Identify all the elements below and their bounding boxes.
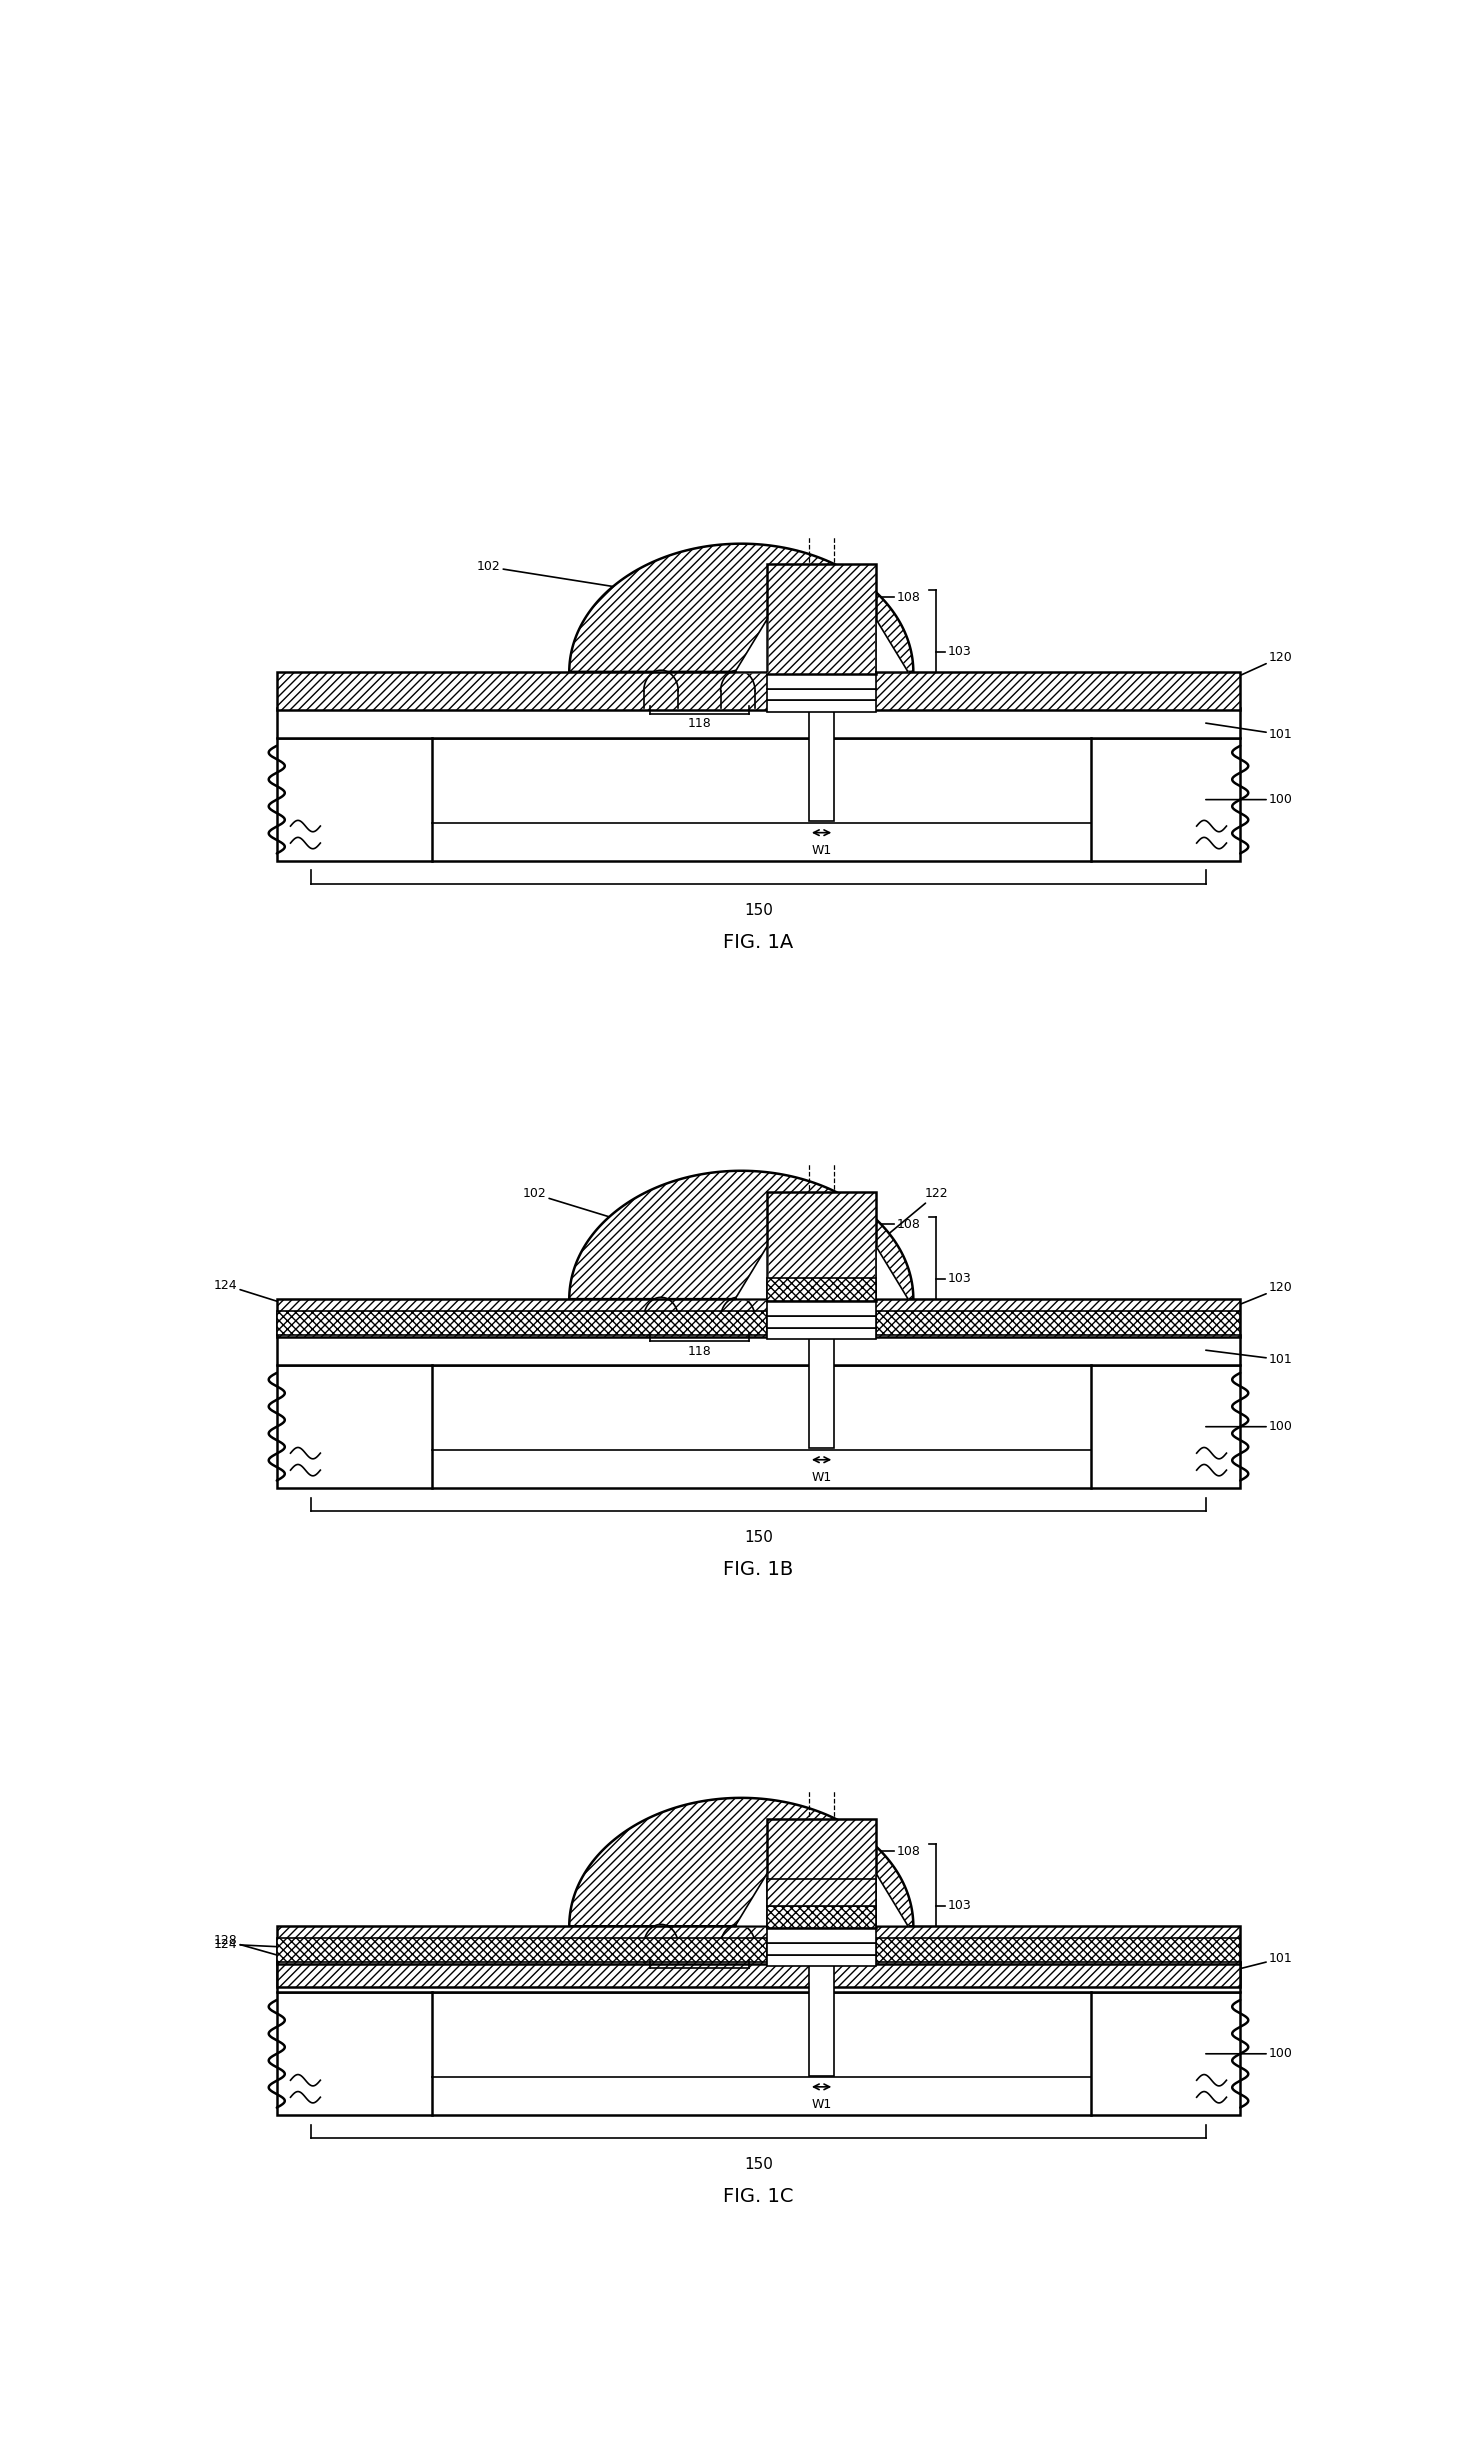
- Polygon shape: [721, 692, 755, 709]
- Bar: [277, 1300, 1240, 1337]
- Text: FIG. 1B: FIG. 1B: [724, 1560, 793, 1580]
- Polygon shape: [876, 1874, 909, 1926]
- Text: 108: 108: [897, 591, 921, 603]
- Bar: [277, 1992, 1240, 2114]
- Text: 150: 150: [744, 1531, 773, 1545]
- Text: 108: 108: [897, 1845, 921, 1857]
- Text: 106: 106: [897, 1943, 921, 1955]
- Polygon shape: [644, 1945, 678, 1962]
- Bar: [767, 1879, 876, 1906]
- Bar: [767, 1278, 876, 1300]
- Text: 100: 100: [1206, 1420, 1294, 1433]
- Bar: [767, 1317, 876, 1327]
- Polygon shape: [570, 1798, 913, 1926]
- Bar: [277, 1938, 767, 1962]
- Bar: [810, 1962, 835, 2075]
- Polygon shape: [736, 618, 767, 672]
- Text: 118: 118: [688, 1972, 712, 1984]
- Text: 114: 114: [897, 1303, 921, 1315]
- Polygon shape: [736, 1874, 767, 1926]
- Text: 112: 112: [743, 1266, 767, 1278]
- Text: 104: 104: [897, 1953, 921, 1967]
- Text: 120: 120: [1206, 650, 1292, 692]
- Text: W1: W1: [811, 2097, 832, 2112]
- Text: 108: 108: [897, 1217, 921, 1231]
- Text: 116: 116: [632, 1266, 656, 1278]
- Bar: [876, 1310, 1240, 1334]
- Text: 122: 122: [821, 1187, 949, 1290]
- Text: FIG. 1C: FIG. 1C: [724, 2188, 793, 2205]
- Bar: [767, 1928, 876, 1943]
- Text: 103: 103: [947, 645, 971, 657]
- Bar: [277, 1962, 1240, 1987]
- Text: 114: 114: [897, 1928, 921, 1943]
- Text: 114: 114: [897, 675, 921, 687]
- Text: 126: 126: [641, 1852, 821, 1891]
- Polygon shape: [570, 1170, 913, 1300]
- Text: 124: 124: [213, 1938, 346, 1950]
- Text: 100: 100: [1206, 2048, 1294, 2061]
- Text: 112: 112: [743, 1894, 767, 1906]
- Text: W1: W1: [811, 844, 832, 856]
- Bar: [810, 1334, 835, 1447]
- Text: 101: 101: [1206, 1349, 1292, 1366]
- Bar: [277, 1366, 1240, 1489]
- Text: 104: 104: [897, 699, 921, 714]
- Bar: [767, 1300, 876, 1317]
- Text: W1: W1: [811, 1472, 832, 1484]
- Polygon shape: [876, 1246, 909, 1300]
- Bar: [277, 1926, 1240, 1965]
- Text: 120: 120: [1206, 1280, 1292, 1317]
- Bar: [767, 1938, 876, 1962]
- Text: 106: 106: [897, 1315, 921, 1330]
- Text: 128: 128: [213, 1933, 346, 1975]
- Text: 124: 124: [213, 1278, 346, 1322]
- Polygon shape: [570, 545, 913, 672]
- Text: 100: 100: [1206, 792, 1294, 807]
- Polygon shape: [876, 618, 909, 672]
- Polygon shape: [644, 1317, 678, 1334]
- Text: 150: 150: [744, 903, 773, 917]
- Bar: [277, 1310, 767, 1334]
- Bar: [767, 1192, 876, 1300]
- Polygon shape: [644, 692, 678, 709]
- Bar: [767, 702, 876, 711]
- Bar: [767, 1327, 876, 1339]
- Text: 103: 103: [947, 1899, 971, 1913]
- Polygon shape: [736, 1246, 767, 1300]
- Polygon shape: [721, 1317, 755, 1334]
- Text: 104: 104: [897, 1327, 921, 1339]
- Bar: [277, 738, 1240, 861]
- Bar: [767, 1310, 876, 1334]
- Bar: [767, 1943, 876, 1955]
- Bar: [767, 1955, 876, 1965]
- Bar: [767, 1818, 876, 1928]
- Text: 112: 112: [743, 638, 767, 652]
- Text: 118: 118: [688, 716, 712, 731]
- Bar: [277, 672, 1240, 709]
- Text: 116: 116: [632, 638, 656, 652]
- Bar: [876, 1938, 1240, 1962]
- Text: 116: 116: [632, 1894, 656, 1906]
- Bar: [767, 564, 876, 675]
- Text: 103: 103: [947, 1273, 971, 1285]
- Bar: [810, 709, 835, 822]
- Text: 102: 102: [522, 1187, 626, 1222]
- Polygon shape: [721, 1945, 755, 1962]
- Bar: [767, 675, 876, 689]
- Text: FIG. 1A: FIG. 1A: [724, 932, 793, 952]
- Text: 101: 101: [1206, 1953, 1292, 1977]
- Bar: [277, 1962, 1240, 1992]
- Bar: [767, 1906, 876, 1928]
- Text: 118: 118: [688, 1344, 712, 1357]
- Text: 150: 150: [744, 2156, 773, 2171]
- Bar: [277, 1334, 1240, 1366]
- Bar: [767, 689, 876, 702]
- Bar: [277, 709, 1240, 738]
- Text: 101: 101: [1206, 724, 1292, 741]
- Text: 106: 106: [897, 689, 921, 702]
- Text: 122: 122: [641, 1901, 821, 1916]
- Text: 102: 102: [477, 559, 626, 589]
